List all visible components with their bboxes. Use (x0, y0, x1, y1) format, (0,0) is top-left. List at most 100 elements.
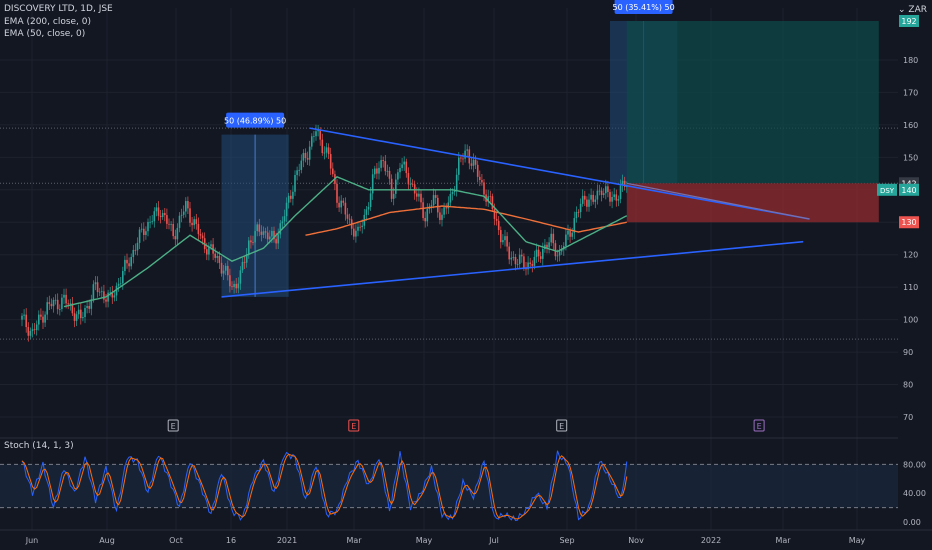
price-badge (899, 14, 919, 27)
candle-body (103, 291, 105, 300)
candle-body (453, 190, 456, 193)
candle-body (586, 199, 588, 207)
candle-body (56, 299, 59, 310)
symbol-badge-label: DSY (880, 187, 895, 195)
candle-body (596, 190, 599, 200)
candle-body (220, 262, 223, 274)
candle-body (458, 157, 460, 175)
candle-body (546, 244, 548, 248)
candle-body (143, 228, 145, 235)
candle-body (50, 303, 53, 307)
candle-body (180, 214, 183, 216)
ema200-legend: EMA (200, close, 0) (4, 17, 92, 27)
candle-body (369, 193, 372, 207)
candle-body (598, 190, 601, 192)
candle-body (260, 231, 263, 235)
candle-body (243, 261, 246, 263)
symbol-title: DISCOVERY LTD, 1D, JSE (4, 4, 113, 14)
candle-body (590, 194, 592, 200)
price-tick-label: 80 (903, 381, 913, 390)
candle-body (569, 230, 571, 237)
candle-body (157, 207, 160, 216)
candle-body (33, 329, 36, 331)
candle-body (52, 300, 55, 307)
range-label-bg (614, 0, 673, 14)
candle-body (96, 282, 99, 293)
candle-body (588, 199, 590, 207)
time-tick-label: Jun (25, 536, 39, 545)
candle-body (153, 211, 156, 222)
price-badge-label: 130 (901, 218, 916, 227)
stoch-k-line (21, 450, 628, 522)
stop-zone (626, 183, 879, 223)
candle-body (607, 186, 609, 193)
candle-body (342, 200, 345, 203)
time-tick-label: Mar (775, 536, 791, 545)
candle-body (191, 222, 193, 226)
candle-body (474, 159, 477, 165)
candle-body (367, 206, 370, 210)
moving-averages (63, 175, 628, 308)
candle-body (239, 270, 242, 284)
candle-body (216, 256, 219, 258)
candle-body (493, 209, 496, 219)
earnings-marker (753, 419, 765, 432)
stoch-tick-label: 40.00 (903, 489, 926, 498)
price-tick-label: 90 (903, 348, 913, 357)
candle-body (376, 168, 378, 174)
candle-body (48, 302, 51, 304)
candle-body (426, 208, 429, 222)
candle-body (432, 195, 435, 206)
candle-body (533, 256, 536, 266)
stoch-tick-label: 0.00 (903, 518, 921, 527)
trendlines[interactable] (221, 127, 810, 298)
candle-body (445, 207, 447, 209)
currency-selector[interactable]: ⌄ ZAR (898, 5, 927, 15)
candle-body (357, 226, 359, 231)
candle-body (497, 220, 500, 231)
time-tick-label: 16 (226, 536, 236, 545)
candle-body (327, 147, 330, 155)
candle-body (386, 170, 389, 172)
candle-body (542, 249, 544, 259)
candle-body (77, 309, 80, 315)
candle-body (86, 305, 88, 309)
candle-body (254, 231, 256, 243)
ascending-support-line (221, 240, 804, 298)
earnings-marker-label: E (351, 422, 356, 431)
candle-body (88, 305, 90, 309)
candle-body (138, 229, 141, 243)
time-tick-label: Aug (99, 536, 115, 545)
candle-body (409, 183, 412, 185)
candle-body (348, 218, 351, 220)
range-label: 50 (35.41%) 50 (612, 3, 674, 12)
candle-body (94, 282, 97, 285)
candle-body (134, 249, 137, 251)
candle-body (554, 243, 557, 257)
stoch-tick-label: 80.00 (903, 460, 926, 469)
price-tick-label: 70 (903, 413, 913, 422)
candle-body (340, 200, 342, 208)
time-tick-label: 2021 (277, 536, 297, 545)
time-tick-label: May (416, 536, 433, 545)
candle-body (132, 249, 135, 258)
candle-body (378, 167, 380, 174)
candle-body (264, 231, 267, 233)
candle-body (199, 234, 202, 236)
projection-line (626, 182, 810, 220)
candle-body (462, 158, 464, 160)
candle-body (416, 193, 418, 197)
candle-body (185, 201, 187, 212)
candle-body (229, 275, 231, 287)
candle-body (35, 324, 38, 331)
long-position-tool[interactable] (626, 20, 879, 223)
candle-body (510, 257, 513, 260)
candle-body (594, 199, 597, 202)
candle-body (565, 234, 567, 247)
candle-body (206, 249, 208, 255)
candle-body (518, 254, 521, 265)
candle-body (80, 309, 82, 319)
candle-body (59, 308, 61, 310)
